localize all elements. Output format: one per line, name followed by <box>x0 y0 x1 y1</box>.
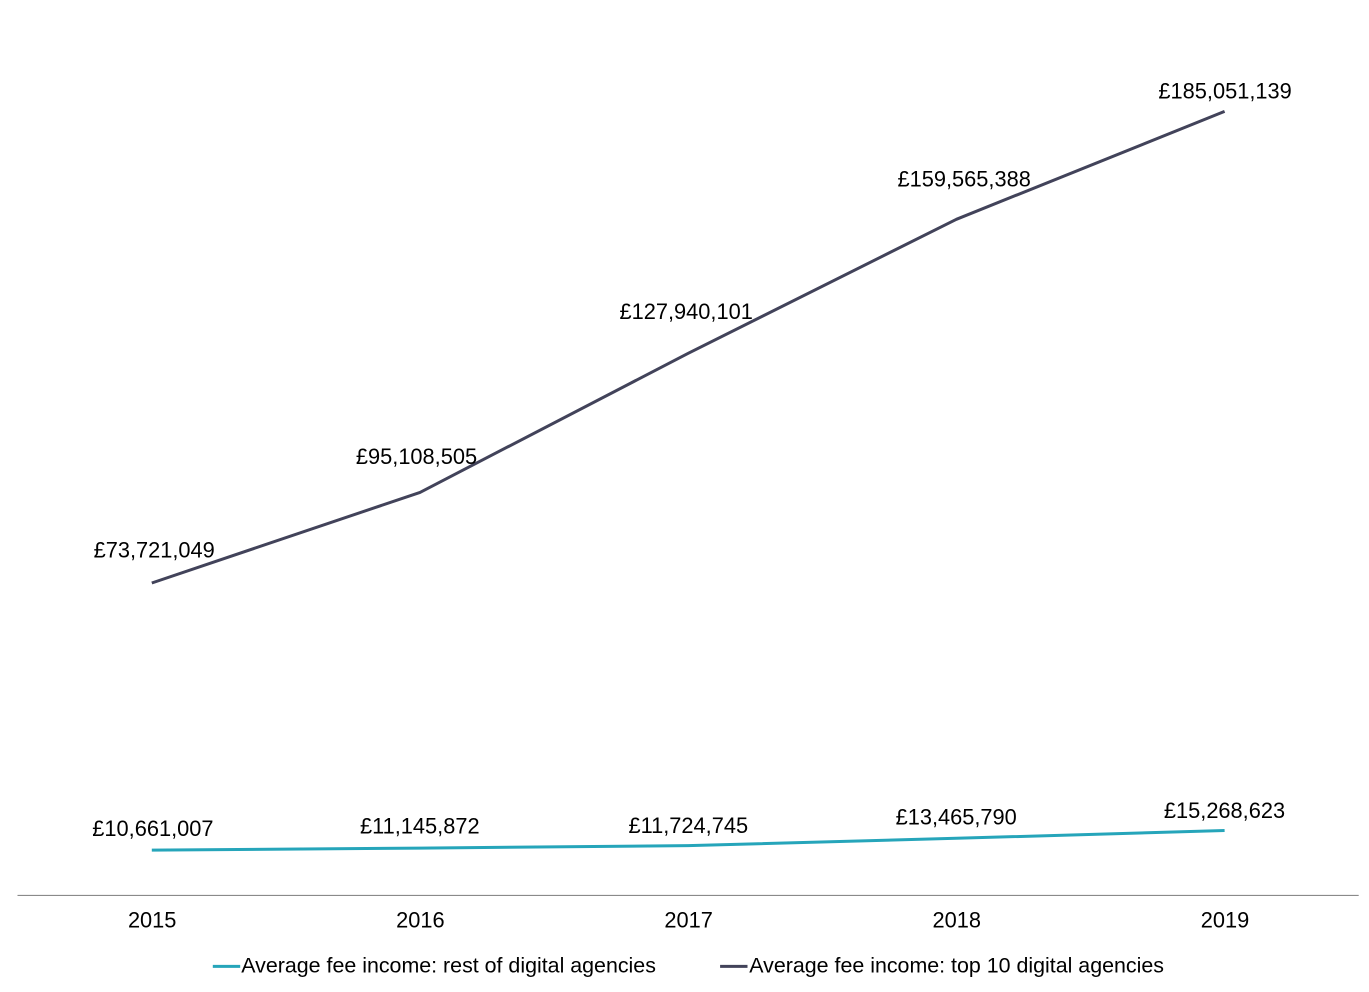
svg-text:Average fee income: top 10 dig: Average fee income: top 10 digital agenc… <box>749 954 1164 978</box>
svg-text:2017: 2017 <box>664 907 713 932</box>
svg-text:£73,721,049: £73,721,049 <box>94 538 215 563</box>
svg-text:£13,465,790: £13,465,790 <box>896 804 1017 829</box>
svg-text:£127,940,101: £127,940,101 <box>620 299 753 324</box>
svg-text:2016: 2016 <box>396 907 445 932</box>
svg-text:2018: 2018 <box>933 907 982 932</box>
svg-text:2019: 2019 <box>1201 907 1250 932</box>
svg-text:£185,051,139: £185,051,139 <box>1158 79 1291 104</box>
svg-text:£11,145,872: £11,145,872 <box>360 814 480 839</box>
svg-text:£95,108,505: £95,108,505 <box>356 444 477 469</box>
svg-text:£10,661,007: £10,661,007 <box>92 816 213 841</box>
svg-text:Average fee income: rest of di: Average fee income: rest of digital agen… <box>241 954 656 978</box>
svg-text:£15,268,623: £15,268,623 <box>1164 798 1285 823</box>
svg-text:2015: 2015 <box>128 907 177 932</box>
svg-text:£11,724,745: £11,724,745 <box>628 813 748 838</box>
svg-text:£159,565,388: £159,565,388 <box>898 166 1031 191</box>
